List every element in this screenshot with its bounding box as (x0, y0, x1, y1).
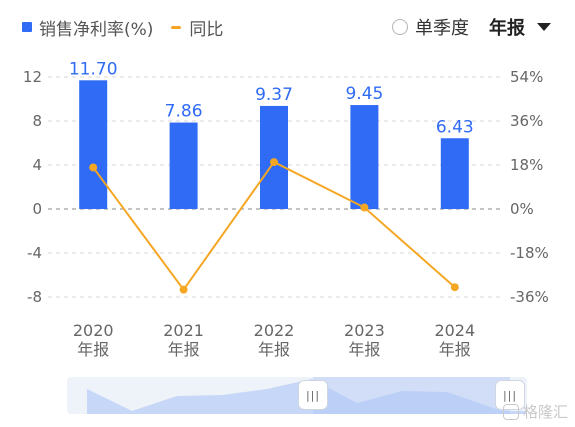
y-left-tick-label: -8 (27, 288, 42, 306)
zoom-window[interactable] (313, 377, 510, 414)
y-left-tick-label: -4 (27, 244, 42, 262)
bar-value-label: 9.37 (255, 85, 293, 105)
yoy-point[interactable] (179, 285, 188, 294)
bar-value-label: 7.86 (165, 102, 203, 122)
legend-line-label: 同比 (189, 19, 224, 40)
zoom-handle-right[interactable]: ||| (495, 380, 525, 410)
single-quarter-toggle[interactable]: 单季度 (392, 14, 469, 40)
period-dropdown[interactable]: 年报 (489, 14, 551, 40)
legend-item-net-margin[interactable]: 销售净利率(%) (22, 15, 153, 40)
y-left-tick-label: 4 (32, 156, 42, 174)
y-left-tick-label: 0 (32, 200, 42, 218)
x-tick-label: 2023 年报 (344, 321, 385, 359)
x-tick-label: 2024 年报 (434, 321, 475, 359)
yoy-line (89, 158, 459, 294)
y-right-tick-label: -36% (510, 288, 549, 306)
bar[interactable] (350, 105, 379, 209)
watermark-logo-icon (502, 403, 519, 420)
bar-value-label: 11.70 (69, 59, 118, 79)
bars (79, 80, 469, 209)
watermark: 格隆汇 (502, 401, 568, 422)
x-tick-label: 2021 年报 (163, 321, 204, 359)
yoy-point[interactable] (450, 283, 459, 292)
single-quarter-label: 单季度 (415, 18, 469, 39)
axis-labels: 12 54% 8 36% 4 18% 0 0% -4 -18% -8 -36% 11.70 7.86 9.3… (23, 59, 549, 359)
bar-value-label: 6.43 (436, 117, 474, 137)
bar[interactable] (169, 122, 198, 209)
legend-item-yoy[interactable]: 同比 (171, 15, 223, 40)
legend-bar-label: 销售净利率(%) (39, 19, 154, 40)
yoy-point[interactable] (89, 163, 98, 172)
y-right-tick-label: -18% (510, 244, 549, 262)
chart-controls: 单季度 年报 (392, 13, 551, 41)
bar-value-label: 9.45 (345, 84, 383, 104)
x-tick-label: 2022 年报 (254, 321, 295, 359)
y-right-tick-label: 36% (510, 112, 543, 130)
period-label: 年报 (489, 18, 525, 39)
caret-down-icon[interactable] (537, 23, 551, 31)
zoom-handle-left[interactable]: ||| (298, 380, 328, 410)
yoy-point[interactable] (270, 158, 278, 167)
bar[interactable] (260, 105, 288, 209)
y-right-tick-label: 18% (510, 156, 543, 174)
y-right-tick-label: 54% (510, 68, 543, 86)
radio-icon[interactable] (392, 19, 408, 35)
net-margin-chart: 12 54% 8 36% 4 18% 0 0% -4 -18% -8 -36% 11.70 7.86 9.3… (23, 59, 549, 359)
watermark-text: 格隆汇 (522, 403, 568, 421)
bar-swatch-icon (22, 22, 32, 32)
legend: 销售净利率(%) 同比 (22, 15, 241, 40)
bar[interactable] (79, 80, 108, 209)
y-left-tick-label: 12 (23, 68, 42, 86)
x-tick-label: 2020 年报 (73, 321, 114, 359)
bar[interactable] (440, 138, 469, 209)
y-right-tick-label: 0% (510, 200, 534, 218)
yoy-point[interactable] (360, 203, 369, 212)
y-left-tick-label: 8 (32, 112, 42, 130)
line-swatch-icon (171, 25, 182, 29)
